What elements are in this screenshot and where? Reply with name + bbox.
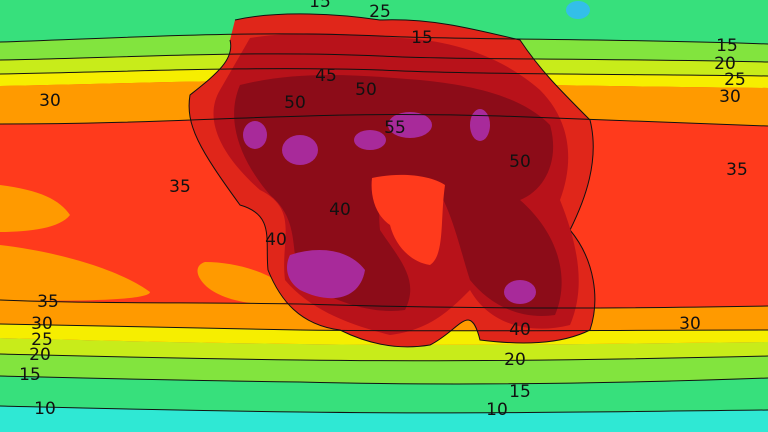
contour-label: 20 (714, 54, 736, 74)
contour-label: 50 (284, 93, 306, 113)
hot-spots (243, 109, 536, 304)
isotherm (0, 375, 768, 385)
isotherm (0, 33, 768, 45)
contour-label: 50 (355, 80, 377, 100)
band-green-south (0, 376, 768, 413)
contour-label: 25 (724, 70, 746, 90)
isotherm (0, 68, 768, 77)
contour-label: 35 (726, 160, 748, 180)
inland-warm-gap (371, 174, 445, 265)
contour-label: 40 (265, 230, 287, 250)
isotherm (0, 299, 768, 309)
contour-label: 50 (509, 152, 531, 172)
band-light-green-south (0, 354, 768, 385)
contour-label: 15 (19, 365, 41, 385)
contour-label: 15 (509, 382, 531, 402)
hot-spot (504, 280, 536, 304)
contour-label: 30 (679, 314, 701, 334)
contour-label: 55 (384, 118, 406, 138)
isotherms (0, 33, 768, 414)
contour-label: 30 (39, 91, 61, 111)
hot-spot (354, 130, 386, 150)
contour-label: 45 (315, 66, 337, 86)
contour-label: 35 (169, 177, 191, 197)
isotherm (0, 53, 768, 63)
contour-label: 10 (486, 400, 508, 420)
contour-label: 40 (329, 200, 351, 220)
contour-label: 15 (411, 28, 433, 48)
contour-label: 20 (504, 350, 526, 370)
band-yellow-green-south (0, 338, 768, 361)
isotherm (0, 353, 768, 362)
hot-spot (470, 109, 490, 141)
hot-spot (287, 250, 365, 299)
hot-spot (243, 121, 267, 149)
band-cyan (0, 406, 768, 432)
contour-label: 10 (34, 399, 56, 419)
contour-label: 30 (719, 87, 741, 107)
contour-label: 35 (37, 292, 59, 312)
contour-label: 30 (31, 314, 53, 334)
isotherm (0, 323, 768, 332)
band-orange-wedge (0, 185, 300, 305)
contour-label: 15 (716, 36, 738, 56)
contour-labels: 15 25 15 15 20 25 30 30 45 50 50 55 50 3… (19, 0, 748, 420)
isotherm (0, 114, 768, 127)
contour-label: 15 (309, 0, 331, 12)
contour-label: 20 (29, 345, 51, 365)
contour-label: 25 (31, 330, 53, 350)
hot-spot (282, 135, 318, 165)
contour-label: 25 (369, 2, 391, 22)
contour-label: 40 (509, 320, 531, 340)
hot-spot (388, 112, 432, 138)
lake (566, 1, 590, 19)
isotherm (0, 405, 768, 414)
